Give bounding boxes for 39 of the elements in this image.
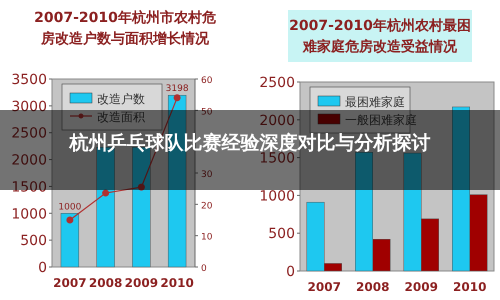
- y2-tick-label: 50: [201, 107, 213, 118]
- y-tick-label: 0: [286, 264, 295, 280]
- y2-tick-label: 0: [201, 264, 207, 274]
- y-tick-label: 2500: [11, 126, 47, 142]
- bar: [60, 213, 80, 268]
- point: [138, 184, 145, 191]
- x-tick-label: 2007: [308, 280, 341, 294]
- y-tick-label: 2000: [11, 152, 47, 169]
- legend-label: 改造户数: [97, 92, 145, 106]
- y-tick-label: 3500: [11, 72, 47, 88]
- x-tick-label: 2007: [53, 276, 87, 290]
- data-label: 1000: [58, 202, 82, 212]
- chart-title: 2007-2010年杭州市农村危房改造户数与面积增长情况: [34, 9, 216, 47]
- y2-tick-label: 10: [201, 232, 213, 243]
- y-tick-label: 1000: [11, 206, 47, 222]
- x-tick-label: 2008: [88, 276, 122, 290]
- x-tick-label: 2009: [404, 280, 438, 294]
- x-tick-label: 2010: [160, 276, 194, 290]
- legend-label: 改造面积: [97, 110, 145, 124]
- point: [66, 216, 74, 224]
- y2-tick-label: 30: [201, 170, 213, 180]
- point: [174, 94, 181, 102]
- y2-tick-label: 60: [201, 76, 213, 86]
- point: [102, 190, 110, 197]
- legend-label: 最困难家庭: [345, 95, 405, 109]
- y-tick-label: 2500: [259, 75, 295, 91]
- y-tick-label: 2000: [259, 112, 295, 129]
- data-label: 3198: [166, 84, 189, 94]
- y-tick-label: 500: [20, 233, 47, 250]
- x-tick-label: 2009: [124, 276, 158, 290]
- x-tick-label: 2008: [356, 280, 390, 294]
- y-tick-label: 1500: [259, 150, 295, 167]
- legend-label: 一般困难家庭: [345, 113, 417, 127]
- x-tick-label: 2010: [453, 280, 486, 294]
- y2-tick-label: 20: [201, 201, 213, 212]
- chart-title: 2007-2010年杭州农村最困难家庭危房改造受益情况: [289, 17, 471, 55]
- y-tick-label: 500: [268, 226, 295, 242]
- y-tick-label: 0: [38, 260, 47, 276]
- y-tick-label: 1000: [259, 188, 295, 204]
